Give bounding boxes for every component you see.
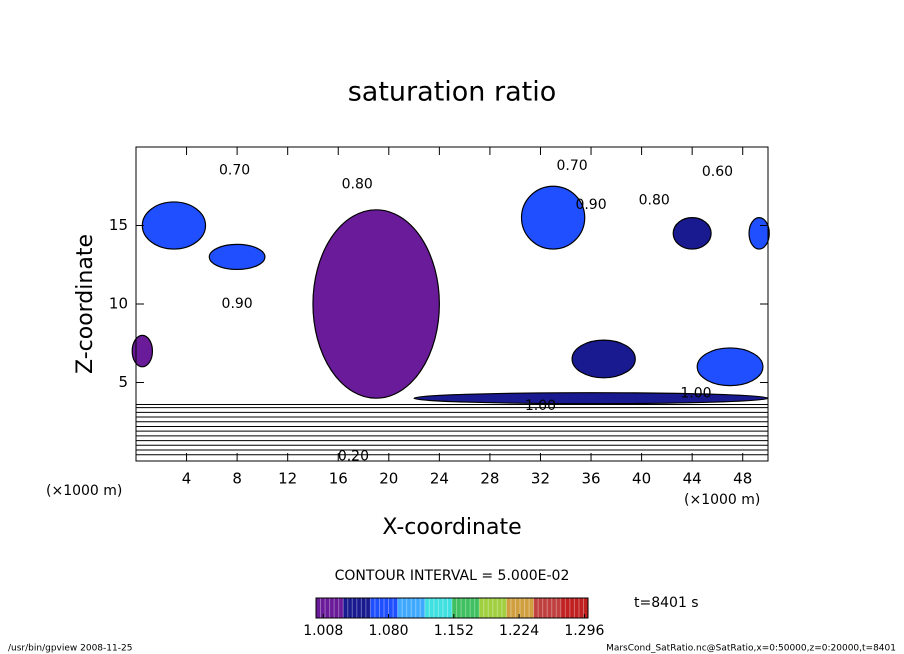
colorbar-tick-label: 1.224 [499, 623, 539, 639]
chart-title: saturation ratio [348, 77, 557, 108]
shaded-region [672, 217, 712, 250]
x-tick-label: 12 [278, 470, 297, 488]
shaded-region [131, 334, 154, 368]
contour-label: 0.60 [702, 164, 733, 180]
colorbar-swatch [533, 598, 562, 618]
shaded-region [520, 185, 586, 250]
colorbar-swatch [506, 598, 535, 618]
shaded-region [571, 339, 636, 379]
x-tick-label: 4 [182, 470, 192, 488]
footer-left: /usr/bin/gpview 2008-11-25 [8, 644, 132, 654]
contour-label: 0.90 [222, 296, 253, 312]
x-tick-label: 44 [683, 470, 702, 488]
x-axis-label: X-coordinate [382, 515, 521, 540]
colorbar-tick-label: 1.296 [564, 623, 604, 639]
x-tick-label: 40 [632, 470, 651, 488]
contour-label: 0.20 [338, 448, 369, 464]
shaded-region [748, 217, 770, 250]
x-unit: (×1000 m) [684, 492, 760, 508]
colorbar-tick-label: 1.080 [368, 623, 408, 639]
x-tick-label: 32 [531, 470, 550, 488]
shaded-region [413, 392, 769, 405]
colorbar-swatch [560, 598, 589, 618]
y-tick-label: 15 [109, 216, 128, 234]
y-tick-label: 10 [109, 295, 128, 313]
contour-label: 0.70 [219, 163, 250, 179]
x-tick-label: 28 [480, 470, 499, 488]
colorbar-swatch [479, 598, 507, 618]
colorbar-tick-label: 1.152 [434, 623, 474, 639]
shaded-region [696, 347, 764, 387]
time-label: t=8401 s [634, 595, 699, 611]
contour-interval: CONTOUR INTERVAL = 5.000E-02 [335, 568, 570, 584]
contour-label: 0.70 [556, 158, 587, 174]
footer-right: MarsCond_SatRatio.nc@SatRatio,x=0:50000,… [606, 644, 896, 654]
x-tick-label: 24 [430, 470, 449, 488]
x-tick-label: 16 [329, 470, 348, 488]
contour-label: 1.00 [680, 385, 711, 401]
colorbar-swatch [452, 598, 480, 618]
colorbar-swatch [316, 598, 344, 618]
colorbar-swatch [397, 598, 426, 618]
colorbar-swatch [343, 598, 371, 618]
contour-label: 0.80 [639, 192, 670, 208]
x-tick-label: 36 [581, 470, 600, 488]
y-unit: (×1000 m) [46, 483, 122, 499]
x-tick-label: 20 [379, 470, 398, 488]
colorbar-swatch [370, 598, 399, 618]
y-axis-label: Z-coordinate [73, 234, 98, 374]
shaded-region [312, 209, 440, 399]
colorbar-swatch [424, 598, 453, 618]
x-tick-label: 48 [733, 470, 752, 488]
contour-label: 1.00 [525, 398, 556, 414]
y-tick-label: 5 [118, 373, 128, 391]
contour-label: 0.90 [575, 197, 606, 213]
colorbar-tick-label: 1.008 [303, 623, 343, 639]
shaded-region [208, 243, 266, 271]
shaded-region [141, 201, 207, 250]
x-tick-label: 8 [232, 470, 242, 488]
contour-label: 0.80 [342, 177, 373, 193]
colorbar-frame [315, 597, 589, 619]
